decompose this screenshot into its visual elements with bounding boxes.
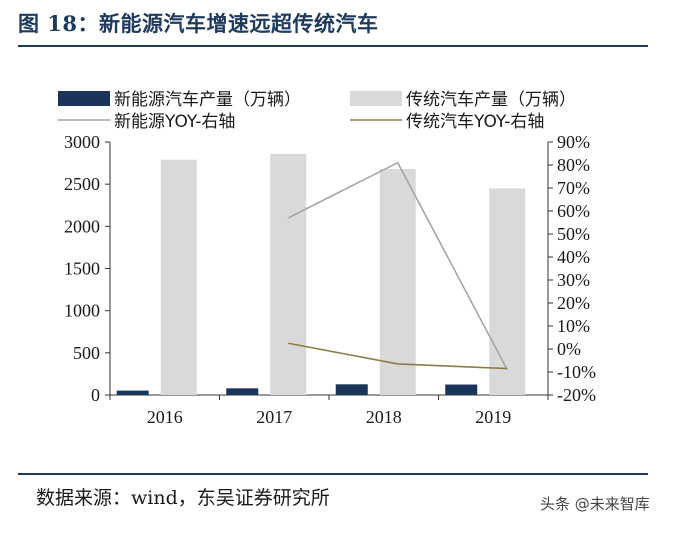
source-note: 数据来源：wind，东吴证券研究所 xyxy=(36,487,330,509)
x-tick-label: 2018 xyxy=(366,407,402,427)
left-tick-label: 1500 xyxy=(64,259,100,279)
right-tick-label: 20% xyxy=(557,293,590,313)
legend-label: 传统汽车YOY-右轴 xyxy=(406,112,544,132)
right-axis: -20% -10% 0% 10% 20% 30% 40% 50% 60% 70% 80% 90% xyxy=(547,132,596,405)
nev-bar xyxy=(226,388,259,395)
nev-bar xyxy=(116,390,149,395)
nev-yoy-line xyxy=(287,161,508,371)
lines xyxy=(287,161,508,371)
right-tick-label: -10% xyxy=(557,362,596,382)
figure-title: 图 18：新能源汽车增速远超传统汽车 xyxy=(18,11,379,36)
legend: 新能源汽车产量（万辆） 传统汽车产量（万辆） 新能源YOY-右轴 传统汽车YOY-右轴 xyxy=(58,90,576,132)
x-tick-label: 2017 xyxy=(256,407,292,427)
nev-bar xyxy=(335,384,368,395)
x-tick-label: 2019 xyxy=(475,407,511,427)
right-tick-label: 10% xyxy=(557,316,590,336)
nev-bar xyxy=(445,384,478,395)
trad-bar xyxy=(270,153,307,395)
right-tick-label: 80% xyxy=(557,155,590,175)
right-tick-label: 60% xyxy=(557,201,590,221)
legend-swatch xyxy=(350,91,402,106)
right-tick-label: 0% xyxy=(557,339,581,359)
legend-label: 新能源YOY-右轴 xyxy=(114,112,235,132)
x-axis: 2016 2017 2018 2019 xyxy=(109,394,549,427)
left-axis: 0 500 1000 1500 2000 2500 3000 xyxy=(64,132,111,405)
right-tick-label: 70% xyxy=(557,178,590,198)
bottom-rule xyxy=(18,473,648,475)
right-tick-label: -20% xyxy=(557,385,596,405)
legend-swatch xyxy=(58,91,110,106)
trad-bar xyxy=(489,188,526,395)
x-tick-label: 2016 xyxy=(147,407,183,427)
left-tick-label: 3000 xyxy=(64,132,100,152)
bars xyxy=(116,153,526,395)
right-tick-label: 40% xyxy=(557,247,590,267)
left-tick-label: 2000 xyxy=(64,216,100,236)
right-tick-label: 30% xyxy=(557,270,590,290)
top-rule xyxy=(18,45,648,47)
right-tick-label: 90% xyxy=(557,132,590,152)
trad-yoy-line xyxy=(288,342,508,370)
legend-label: 新能源汽车产量（万辆） xyxy=(114,90,301,110)
legend-label: 传统汽车产量（万辆） xyxy=(406,90,576,110)
watermark: 头条 @未来智库 xyxy=(540,495,650,513)
left-tick-label: 1000 xyxy=(64,301,100,321)
left-tick-label: 500 xyxy=(73,343,100,363)
trad-bar xyxy=(379,168,416,395)
trad-bar xyxy=(160,159,197,395)
right-tick-label: 50% xyxy=(557,224,590,244)
left-tick-label: 2500 xyxy=(64,174,100,194)
left-tick-label: 0 xyxy=(91,385,100,405)
